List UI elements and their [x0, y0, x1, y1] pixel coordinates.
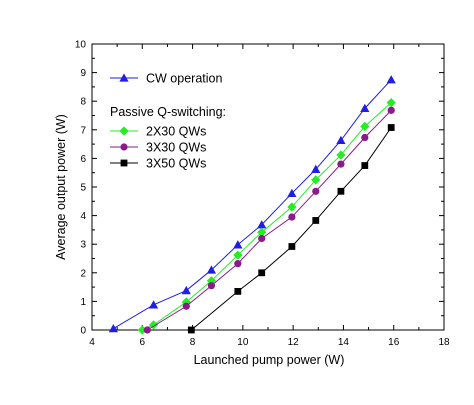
x-tick-label: 10 [237, 337, 249, 348]
data-point [149, 300, 159, 309]
series-1 [108, 75, 396, 333]
y-tick-label: 1 [80, 297, 86, 308]
data-point [149, 320, 159, 330]
data-point [287, 188, 297, 197]
series-4 [187, 124, 395, 334]
y-tick-label: 6 [80, 154, 86, 165]
x-tick-label: 12 [288, 337, 300, 348]
x-axis-title: Launched pump power (W) [194, 353, 345, 367]
series-line [190, 127, 392, 331]
y-tick-label: 0 [80, 326, 86, 337]
y-tick-label: 3 [80, 240, 86, 251]
data-point [181, 285, 191, 295]
data-point [387, 106, 395, 114]
data-point [207, 282, 216, 290]
legend-marker [120, 143, 128, 151]
y-tick-label: 4 [80, 211, 86, 222]
data-point [234, 260, 242, 268]
data-point [387, 124, 395, 131]
y-tick-label: 2 [80, 268, 86, 279]
data-point [386, 75, 396, 84]
data-point [258, 269, 266, 277]
y-tick-label: 7 [80, 125, 86, 136]
data-point [233, 240, 243, 249]
data-point [206, 265, 217, 274]
data-point [360, 121, 370, 131]
series-line [147, 110, 392, 331]
data-point [337, 187, 345, 195]
x-tick-label: 14 [338, 337, 350, 348]
series-3 [143, 106, 395, 334]
legend-marker [119, 126, 129, 136]
data-point [337, 160, 345, 168]
data-point [288, 243, 296, 250]
data-point [257, 220, 267, 229]
data-point [182, 302, 190, 310]
legend-marker [119, 73, 129, 82]
series-2 [137, 98, 396, 335]
data-point [312, 187, 320, 195]
y-tick-label: 5 [80, 183, 86, 194]
legend-label-2x30: 2X30 QWs [146, 125, 206, 139]
x-tick-label: 16 [388, 337, 400, 348]
legend-group-title: Passive Q-switching: [110, 105, 226, 119]
data-point [287, 202, 297, 212]
plot-frame-group [91, 43, 445, 331]
data-point [361, 133, 369, 142]
data-point [311, 175, 321, 185]
data-point [336, 135, 346, 145]
series-group [108, 75, 396, 335]
data-point [288, 213, 296, 221]
x-tick-label: 8 [190, 337, 196, 348]
data-point [311, 164, 321, 173]
data-point [234, 287, 242, 295]
legend-label-3x30: 3X30 QWs [146, 141, 206, 155]
data-point [257, 227, 267, 237]
data-point [360, 103, 370, 113]
plot-frame [91, 43, 445, 331]
x-tick-label: 6 [140, 337, 146, 348]
legend-marker [120, 159, 128, 167]
legend: CW operation Passive Q-switching: 2X30 QWs… [110, 72, 226, 171]
y-tick-label: 8 [80, 97, 86, 108]
y-tick-label: 9 [80, 68, 86, 79]
data-point [181, 297, 191, 307]
data-point [312, 217, 320, 224]
legend-label-3x50: 3X50 QWs [146, 157, 206, 171]
data-point [187, 326, 195, 334]
data-point [258, 234, 266, 243]
x-tick-label: 18 [438, 337, 450, 348]
data-point [143, 326, 151, 334]
data-point [386, 98, 396, 108]
y-axis-title: Average output power (W) [54, 114, 68, 260]
legend-label-cw: CW operation [146, 72, 222, 86]
data-point [336, 150, 346, 160]
y-tick-label: 10 [75, 40, 87, 51]
data-point [233, 250, 243, 260]
data-point [361, 162, 369, 169]
x-tick-label: 4 [89, 337, 95, 348]
data-point [108, 323, 118, 333]
